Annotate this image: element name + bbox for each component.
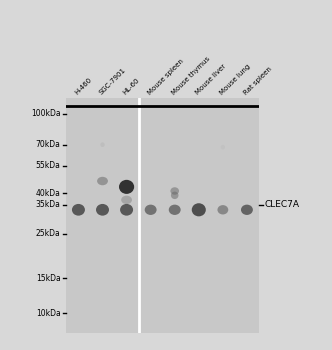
Text: Mouse lung: Mouse lung bbox=[218, 63, 251, 96]
Text: 35kDa: 35kDa bbox=[36, 200, 61, 209]
Text: 55kDa: 55kDa bbox=[36, 161, 61, 170]
Ellipse shape bbox=[171, 191, 179, 199]
Text: 70kDa: 70kDa bbox=[36, 140, 61, 149]
Text: HL-60: HL-60 bbox=[122, 77, 141, 96]
Ellipse shape bbox=[97, 177, 108, 185]
Text: 40kDa: 40kDa bbox=[36, 189, 61, 198]
Text: 10kDa: 10kDa bbox=[36, 309, 61, 318]
Text: Rat spleen: Rat spleen bbox=[243, 65, 273, 96]
Ellipse shape bbox=[121, 196, 132, 204]
Ellipse shape bbox=[120, 204, 133, 216]
Text: 25kDa: 25kDa bbox=[36, 229, 61, 238]
Text: Mouse spleen: Mouse spleen bbox=[146, 57, 185, 96]
Ellipse shape bbox=[221, 145, 225, 149]
Ellipse shape bbox=[96, 204, 109, 216]
Ellipse shape bbox=[241, 205, 253, 215]
Ellipse shape bbox=[100, 142, 105, 147]
Text: CLEC7A: CLEC7A bbox=[265, 200, 300, 209]
Ellipse shape bbox=[169, 205, 181, 215]
Ellipse shape bbox=[192, 203, 206, 216]
Ellipse shape bbox=[217, 205, 228, 215]
Ellipse shape bbox=[119, 180, 134, 194]
Ellipse shape bbox=[72, 204, 85, 216]
Text: SGC-7901: SGC-7901 bbox=[98, 66, 127, 96]
Ellipse shape bbox=[170, 187, 179, 195]
Text: Mouse thymus: Mouse thymus bbox=[170, 55, 211, 96]
Text: 15kDa: 15kDa bbox=[36, 274, 61, 282]
Ellipse shape bbox=[145, 205, 157, 215]
Text: H-460: H-460 bbox=[74, 76, 93, 96]
Text: Mouse liver: Mouse liver bbox=[195, 63, 227, 96]
Text: 100kDa: 100kDa bbox=[31, 109, 61, 118]
